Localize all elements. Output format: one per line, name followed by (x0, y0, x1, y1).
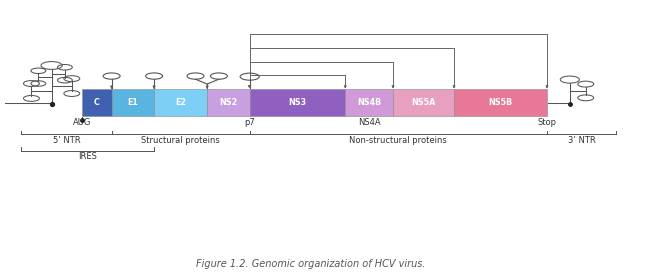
FancyBboxPatch shape (249, 89, 345, 116)
Text: NS2: NS2 (219, 98, 238, 107)
FancyBboxPatch shape (454, 89, 547, 116)
Text: Stop: Stop (537, 118, 557, 128)
Text: AUG: AUG (73, 118, 91, 128)
Text: NS4A: NS4A (358, 118, 380, 128)
Text: p7: p7 (244, 118, 255, 128)
Text: 5’ NTR: 5’ NTR (52, 136, 80, 145)
FancyBboxPatch shape (111, 89, 154, 116)
FancyBboxPatch shape (393, 89, 454, 116)
Text: NS3: NS3 (288, 98, 307, 107)
FancyBboxPatch shape (82, 89, 111, 116)
FancyBboxPatch shape (154, 89, 207, 116)
Text: Structural proteins: Structural proteins (141, 136, 220, 145)
FancyBboxPatch shape (345, 89, 393, 116)
Text: Non-structural proteins: Non-structural proteins (349, 136, 447, 145)
Text: IRES: IRES (78, 152, 97, 161)
Text: NS4B: NS4B (357, 98, 381, 107)
Text: E2: E2 (175, 98, 186, 107)
Text: C: C (94, 98, 100, 107)
Text: 3’ NTR: 3’ NTR (568, 136, 596, 145)
Text: E1: E1 (128, 98, 138, 107)
FancyBboxPatch shape (207, 89, 249, 116)
Text: NS5A: NS5A (411, 98, 435, 107)
Text: Figure 1.2. Genomic organization of HCV virus.: Figure 1.2. Genomic organization of HCV … (196, 259, 426, 269)
Text: NS5B: NS5B (489, 98, 513, 107)
